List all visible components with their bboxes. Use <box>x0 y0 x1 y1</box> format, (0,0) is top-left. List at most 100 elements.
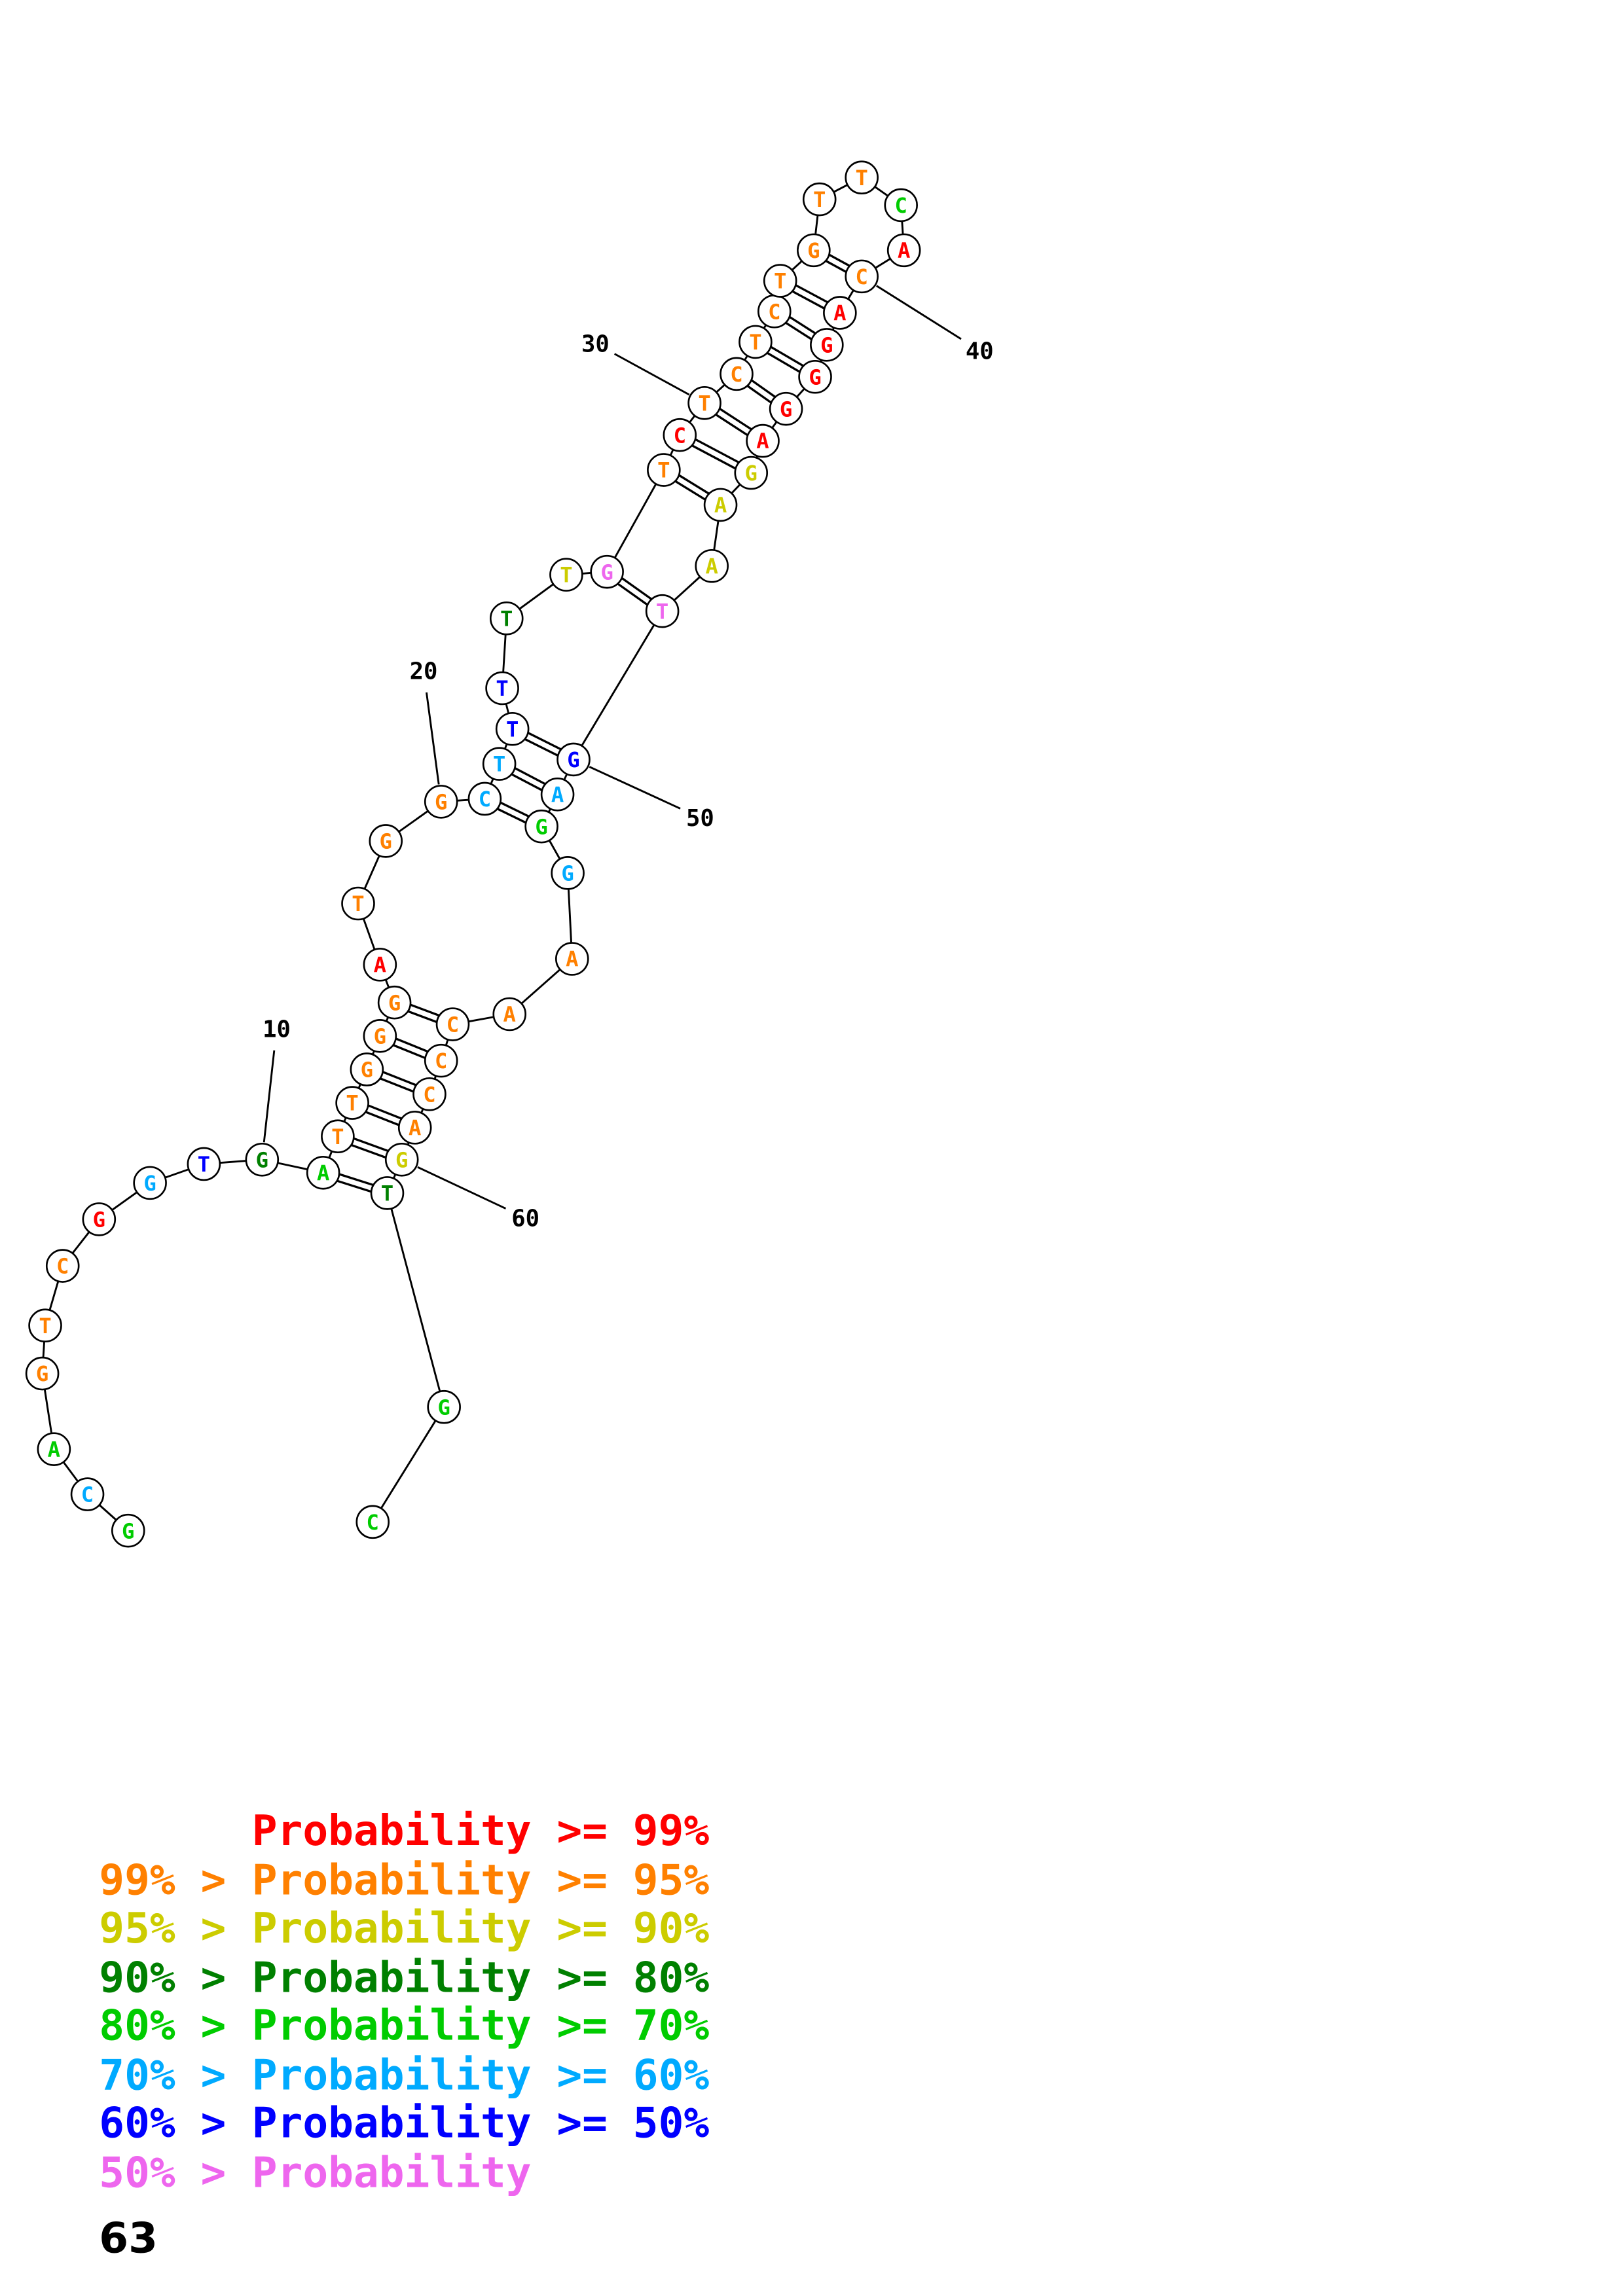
legend-row: 90% > Probability >= 80% <box>99 1953 709 2002</box>
number-pointer-line <box>417 1166 507 1210</box>
nucleotide-base: G <box>122 1518 134 1543</box>
nucleotide-base: T <box>657 458 670 483</box>
base-pair-bond <box>789 316 816 334</box>
nucleotide-base: G <box>809 365 821 389</box>
backbone-bond <box>343 1117 347 1122</box>
nucleotide-circle <box>540 778 575 812</box>
base-pair-bond <box>719 408 752 431</box>
backbone-bond <box>48 1282 59 1310</box>
backbone-bond <box>771 422 777 428</box>
backbone-bond <box>713 521 720 550</box>
backbone-bond <box>504 744 508 749</box>
base-pair-bond <box>770 346 804 367</box>
nucleotide-circle <box>427 1390 461 1424</box>
nucleotide-circle <box>886 233 921 268</box>
nucleotide-circle <box>549 558 583 592</box>
nucleotide-base: C <box>447 1013 459 1037</box>
nucleotide-circle <box>647 453 681 487</box>
legend-row: 50% > Probability <box>99 2148 531 2197</box>
backbone-bond <box>901 221 904 234</box>
backbone-bond <box>796 388 805 397</box>
nucleotide-base: G <box>93 1208 105 1232</box>
base-pair-bond <box>408 1010 437 1024</box>
nucleotide-circle <box>703 488 738 522</box>
nucleotide-base: C <box>435 1049 447 1073</box>
base-pair-bond <box>410 1003 440 1017</box>
backbone-bond <box>548 809 551 812</box>
nucleotide-circle <box>377 985 412 1020</box>
nucleotide-base: C <box>730 362 742 387</box>
nucleotide-circle <box>412 1077 447 1111</box>
backbone-bond <box>399 810 428 833</box>
nucleotide-base: C <box>855 264 867 289</box>
nucleotide-circle <box>111 1513 145 1548</box>
sequence-length-label: 63 <box>99 2214 158 2263</box>
base-pair-bond <box>395 1037 428 1053</box>
backbone-bond <box>763 325 767 329</box>
nucleotide-base: T <box>39 1314 51 1338</box>
legend-row: 99% > Probability >= 95% <box>99 1856 709 1905</box>
backbone-bond <box>99 1505 117 1520</box>
backbone-bond <box>792 260 802 270</box>
base-pair-bond <box>354 1137 389 1152</box>
nucleotide-base: A <box>48 1437 60 1462</box>
nucleotide-circle <box>489 601 524 636</box>
number-pointer-line <box>426 692 440 785</box>
nucleotide-base: T <box>855 166 867 190</box>
nucleotide-circle <box>397 1111 432 1145</box>
nucleotide-base: G <box>567 747 579 772</box>
base-pair-bond <box>368 1104 402 1120</box>
base-pair-bond <box>524 738 558 757</box>
base-pair-bond <box>675 480 706 501</box>
base-pair-bond <box>380 1077 414 1093</box>
nucleotide-base: T <box>198 1152 210 1177</box>
number-pointer-line <box>263 1050 276 1143</box>
backbone-bond <box>165 1168 189 1179</box>
backbone-bond <box>469 1016 494 1022</box>
nucleotide-base: G <box>807 238 820 263</box>
nucleotide-base: A <box>503 1002 516 1027</box>
nucleotide-base: G <box>561 861 574 886</box>
base-pair-bond <box>825 260 847 273</box>
nucleotide-circle <box>734 456 769 490</box>
backbone-bond <box>875 258 890 269</box>
base-pair-bond <box>751 379 776 398</box>
backbone-bond <box>614 484 657 558</box>
backbone-bond <box>521 969 560 1004</box>
backbone-bond <box>112 1192 137 1211</box>
backbone-bond <box>502 635 507 672</box>
backbone-bond <box>674 576 701 601</box>
nucleotide-circle <box>363 948 397 982</box>
nucleotide-circle <box>306 1156 340 1190</box>
nucleotide-circle <box>335 1086 369 1120</box>
nucleotide-circle <box>467 781 502 816</box>
base-pair-bond <box>746 385 772 404</box>
backbone-bond <box>519 584 554 609</box>
backbone-bond <box>72 1232 90 1253</box>
nucleotide-circle <box>739 325 773 359</box>
legend-row: 80% > Probability >= 70% <box>99 2001 709 2051</box>
position-number-label: 30 <box>581 331 610 357</box>
nucleotide-circle <box>363 1019 397 1053</box>
nucleotide-base: T <box>500 606 513 631</box>
nucleotide-circle <box>663 418 697 452</box>
backbone-bond <box>385 980 390 988</box>
nucleotide-circle <box>884 188 919 223</box>
backbone-bond <box>567 889 572 942</box>
nucleotide-circle <box>687 386 721 420</box>
backbone-bond <box>278 1162 307 1170</box>
nucleotide-base: G <box>388 990 401 1015</box>
nucleotide-circle <box>797 233 831 268</box>
nucleotide-base: G <box>437 1395 450 1420</box>
nucleotide-base: T <box>749 330 761 355</box>
base-pair-bond <box>795 284 828 304</box>
nucleotide-circle <box>551 856 585 890</box>
nucleotide-circle <box>798 359 832 394</box>
nucleotide-circle <box>495 711 530 746</box>
nucleotide-circle <box>720 357 754 391</box>
nucleotide-circle <box>645 594 680 628</box>
nucleotide-base: G <box>36 1361 48 1386</box>
nucleotide-circle <box>341 886 375 921</box>
